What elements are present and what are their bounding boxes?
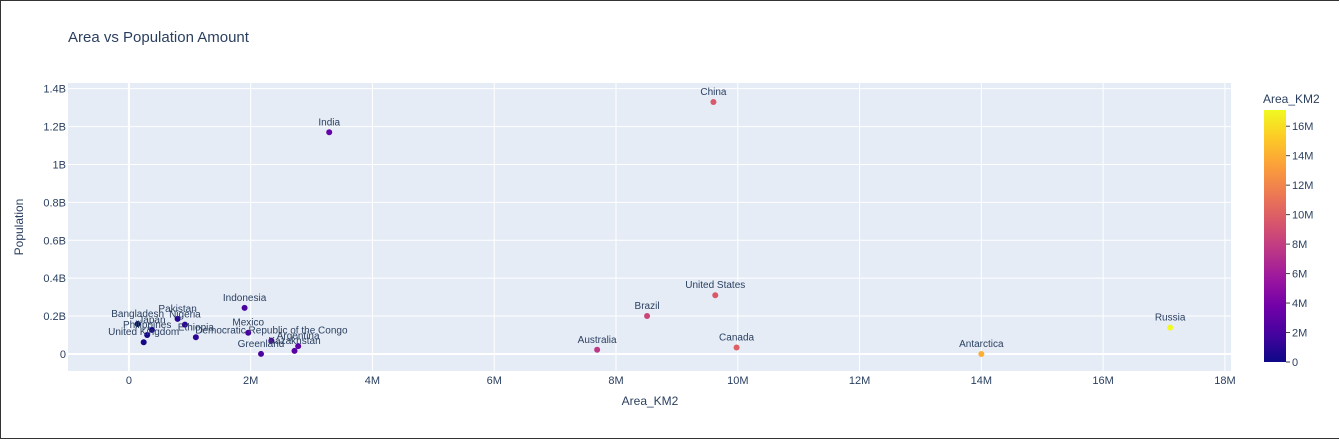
scatter-point — [258, 350, 265, 357]
colorbar-tick-label: 4M — [1292, 298, 1307, 310]
scatter-point — [140, 339, 147, 346]
y-tick-label: 0.4B — [43, 273, 66, 285]
scatter-point — [241, 304, 248, 311]
x-tick-label: 18M — [1214, 375, 1235, 387]
point-label: India — [318, 117, 340, 128]
colorbar-tick-label: 0 — [1292, 357, 1298, 369]
x-axis-title: Area_KM2 — [622, 394, 679, 408]
colorbar-ticks: 0 2M 4M 6M 8M 10M 12M 14M 16M — [1286, 121, 1313, 369]
x-tick-label: 8M — [608, 375, 623, 387]
scatter-point — [174, 315, 181, 322]
point-label: Philippines — [123, 320, 171, 331]
colorbar-tick-label: 8M — [1292, 239, 1307, 251]
scatter-point — [291, 347, 298, 354]
plot-area — [68, 83, 1231, 371]
scatter-point — [268, 337, 275, 344]
scatter-point — [712, 292, 719, 299]
colorbar-tick-label: 10M — [1292, 210, 1313, 222]
y-axis-ticks: 0 0.2B 0.4B 0.6B 0.8B 1B 1.2B 1.4B — [43, 84, 66, 361]
point-label: Ethiopia — [178, 322, 215, 333]
x-tick-label: 10M — [727, 375, 748, 387]
point-label: Kazakhstan — [268, 336, 320, 347]
x-tick-label: 14M — [971, 375, 992, 387]
point-label: United States — [685, 280, 745, 291]
scatter-points — [134, 98, 1174, 357]
y-axis-title: Population — [12, 199, 26, 256]
colorbar-tick-label: 14M — [1292, 151, 1313, 163]
y-tick-label: 1.2B — [43, 122, 66, 134]
scatter-point — [594, 346, 601, 353]
point-label: Pakistan — [158, 304, 196, 315]
scatter-point — [733, 344, 740, 351]
x-tick-label: 0 — [126, 375, 132, 387]
y-tick-label: 0.8B — [43, 197, 66, 209]
x-tick-label: 4M — [365, 375, 380, 387]
chart-title: Area vs Population Amount — [68, 29, 250, 46]
point-label: Antarctica — [959, 339, 1004, 350]
scatter-point — [144, 332, 151, 338]
y-tick-label: 0 — [60, 349, 66, 361]
point-label: Mexico — [232, 318, 264, 329]
point-label: Democratic Republic of the Congo — [195, 326, 348, 337]
scatter-point — [181, 321, 188, 328]
scatter-point — [134, 321, 141, 328]
point-label: Indonesia — [223, 293, 267, 304]
point-label: United Kingdom — [108, 327, 179, 338]
x-tick-label: 12M — [849, 375, 870, 387]
scatter-point — [1167, 324, 1174, 331]
point-label: Greenland — [238, 339, 285, 350]
point-label: China — [700, 87, 727, 98]
scatter-point — [245, 329, 252, 336]
point-label: Russia — [1155, 313, 1186, 324]
point-label: Argentina — [277, 331, 320, 342]
point-label: Bangladesh — [111, 309, 164, 320]
scatter-point — [295, 343, 302, 350]
y-tick-label: 0.6B — [43, 235, 66, 247]
scatter-point — [978, 350, 985, 357]
y-tick-label: 0.2B — [43, 311, 66, 323]
scatter-point — [148, 326, 155, 333]
x-tick-label: 16M — [1092, 375, 1113, 387]
point-label: Brazil — [635, 301, 660, 312]
colorbar-title: Area_KM2 — [1263, 92, 1320, 106]
colorbar-tick-label: 16M — [1292, 121, 1313, 133]
scatter-point — [192, 334, 199, 341]
colorbar-tick-label: 12M — [1292, 180, 1313, 192]
point-label: Nigeria — [169, 310, 201, 321]
x-axis-ticks: 0 2M 4M 6M 8M 10M 12M 14M 16M 18M — [126, 375, 1236, 387]
point-label: Australia — [578, 335, 617, 346]
point-label: Japan — [138, 315, 165, 326]
scatter-point — [326, 129, 333, 136]
colorbar-tick-label: 2M — [1292, 328, 1307, 340]
colorbar-tick-label: 6M — [1292, 269, 1307, 281]
x-tick-label: 2M — [243, 375, 258, 387]
y-tick-label: 1B — [53, 159, 66, 171]
grid-lines — [68, 83, 1231, 371]
point-labels: China India United States Indonesia Brazil Pa… — [108, 87, 1186, 350]
scatter-point — [710, 98, 717, 105]
scatter-point — [644, 313, 651, 320]
x-tick-label: 6M — [487, 375, 502, 387]
y-tick-label: 1.4B — [43, 84, 66, 96]
point-label: Canada — [719, 333, 754, 344]
colorbar — [1264, 110, 1286, 362]
